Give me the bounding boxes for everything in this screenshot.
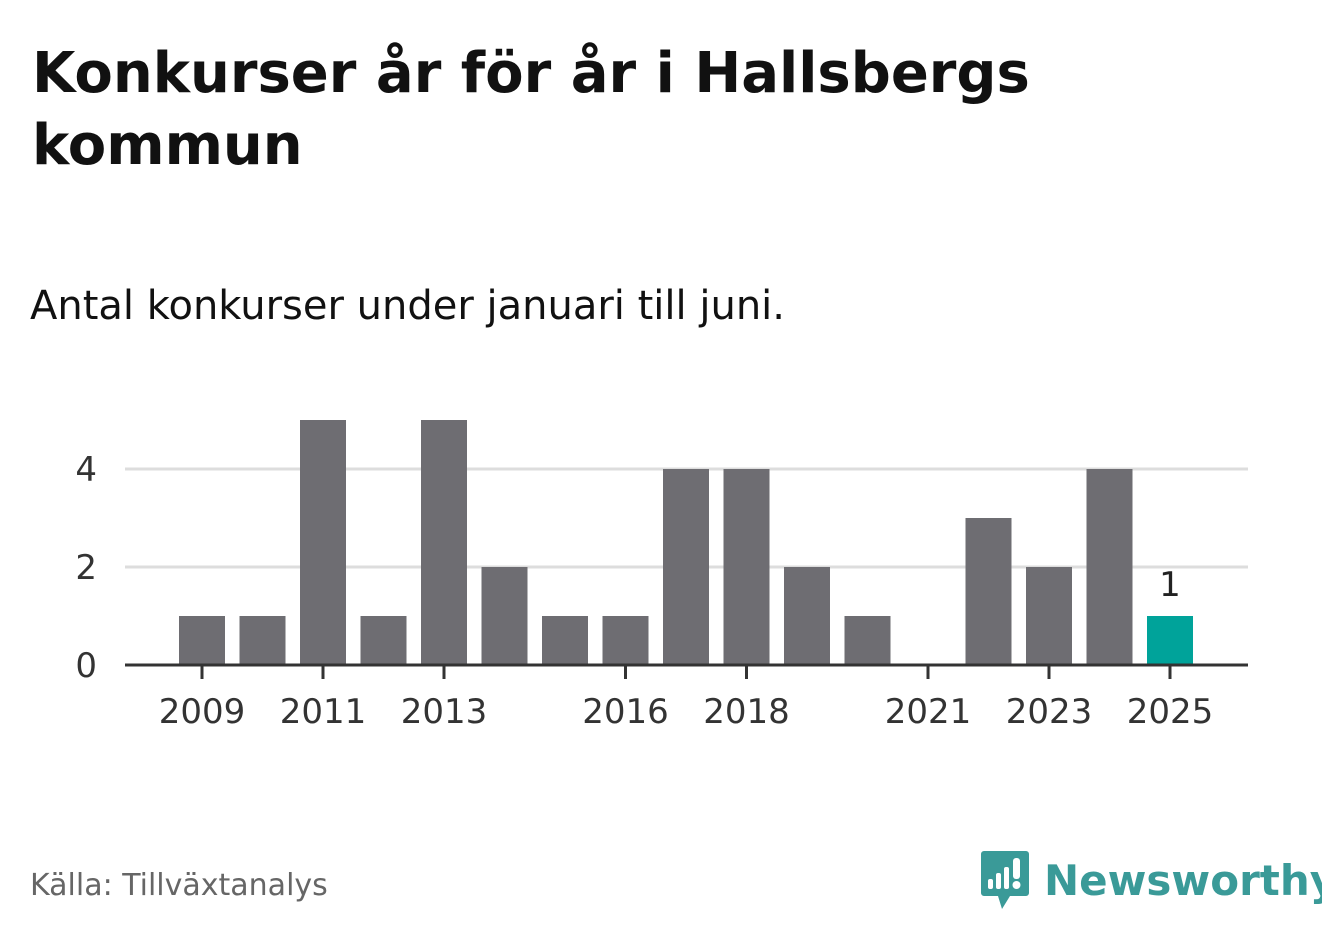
- bar-2012: [360, 616, 407, 665]
- x-tick-label-2018: 2018: [703, 692, 790, 732]
- bar-2018: [723, 469, 770, 665]
- x-tick-label-2013: 2013: [401, 692, 488, 732]
- bar-2015: [542, 616, 588, 665]
- bar-2013: [421, 420, 467, 665]
- chart-subtitle: Antal konkurser under januari till juni.: [30, 283, 785, 329]
- bar-2016: [602, 616, 649, 665]
- bar-2014: [481, 567, 528, 665]
- y-tick-label-0: 0: [75, 646, 97, 686]
- chart-title: Konkurser år för år i Hallsbergs kommun: [32, 41, 1030, 178]
- bar-2009: [179, 616, 225, 665]
- bar-2010: [239, 616, 286, 665]
- bar-chart: 0 2 4 2009 2011 2013 2016 2018 2021 2023 2025 1: [75, 420, 1248, 732]
- y-tick-label-4: 4: [75, 450, 97, 490]
- x-tick-label-2023: 2023: [1006, 692, 1093, 732]
- bar-2019: [784, 567, 830, 665]
- brand-name: Newsworthy: [1044, 855, 1322, 905]
- x-tick-label-2011: 2011: [280, 692, 367, 732]
- bar-2024: [1086, 469, 1133, 665]
- value-label-2025: 1: [1159, 565, 1181, 605]
- source-note: Källa: Tillväxtanalys: [30, 868, 328, 903]
- bar-2022: [965, 518, 1012, 665]
- bars: [179, 420, 1193, 665]
- x-tick-label-2009: 2009: [159, 692, 246, 732]
- y-tick-label-2: 2: [75, 548, 97, 588]
- x-tick-label-2025: 2025: [1127, 692, 1214, 732]
- bar-2025: [1147, 616, 1193, 665]
- bar-2011: [300, 420, 346, 665]
- bar-2017: [663, 469, 709, 665]
- bar-2020: [844, 616, 891, 665]
- x-tick-label-2016: 2016: [582, 692, 669, 732]
- labels: 0 2 4 2009 2011 2013 2016 2018 2021 2023 2025 1: [75, 450, 1213, 732]
- bar-2023: [1026, 567, 1072, 665]
- x-tick-label-2021: 2021: [885, 692, 972, 732]
- brand: Newsworthy: [980, 848, 1322, 912]
- x-axis: [125, 663, 1248, 679]
- newsworthy-logo-icon: [981, 851, 1029, 909]
